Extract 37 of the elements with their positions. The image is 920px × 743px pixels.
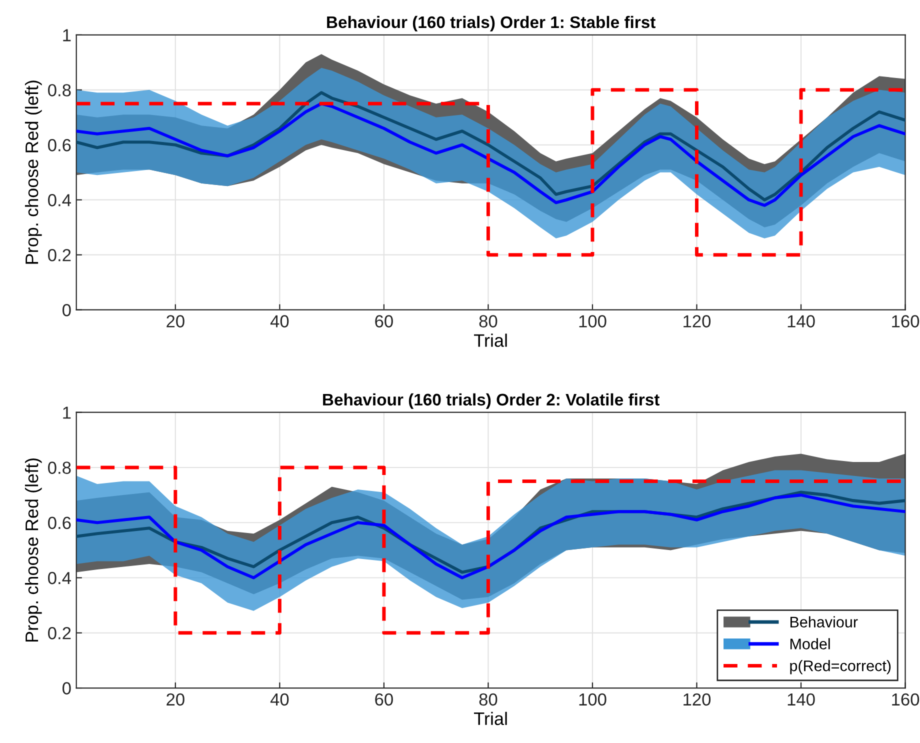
y-axis-title: Prop. choose Red (left)	[24, 80, 42, 264]
x-tick-label: 20	[166, 693, 184, 706]
x-tick-label: 120	[684, 693, 711, 706]
legend-label: p(Red=correct)	[790, 660, 891, 674]
y-tick-label: 0.2	[48, 627, 71, 640]
y-axis-title: Prop. choose Red (left)	[24, 458, 42, 642]
x-tick-label: 40	[270, 693, 289, 706]
x-tick-label: 60	[375, 693, 393, 706]
y-tick-label: 1	[63, 29, 71, 42]
legend-label: Behaviour	[790, 616, 858, 628]
y-tick-label: 0.8	[48, 462, 71, 474]
chart-title: Behaviour (160 trials) Order 2: Volatile first	[323, 393, 660, 409]
x-tick-label: 100	[579, 315, 606, 328]
x-tick-label: 60	[375, 315, 393, 328]
x-tick-label: 140	[788, 315, 815, 328]
x-tick-label: 140	[788, 693, 815, 706]
y-tick-label: 0.8	[48, 84, 71, 96]
x-tick-label: 120	[684, 315, 711, 328]
y-tick-label: 0.6	[48, 139, 71, 152]
x-tick-label: 40	[270, 315, 289, 328]
x-tick-label: 100	[579, 693, 606, 706]
x-tick-label: 20	[166, 315, 184, 328]
x-tick-label: 160	[892, 693, 920, 706]
y-tick-label: 0.2	[48, 249, 71, 262]
x-tick-label: 160	[892, 315, 920, 328]
y-tick-label: 0.4	[48, 572, 71, 584]
chart-title: Behaviour (160 trials) Order 1: Stable first	[327, 16, 656, 32]
y-tick-label: 0	[62, 304, 71, 316]
x-axis-title: Trial	[474, 712, 507, 726]
x-tick-label: 80	[479, 315, 498, 328]
y-tick-label: 0	[62, 682, 71, 694]
y-tick-label: 0.4	[48, 194, 71, 206]
legend-label: Model	[790, 638, 830, 650]
x-axis-title: Trial	[474, 334, 507, 347]
y-tick-label: 0.6	[48, 516, 71, 530]
x-tick-label: 80	[479, 693, 498, 706]
y-tick-label: 1	[63, 406, 71, 419]
